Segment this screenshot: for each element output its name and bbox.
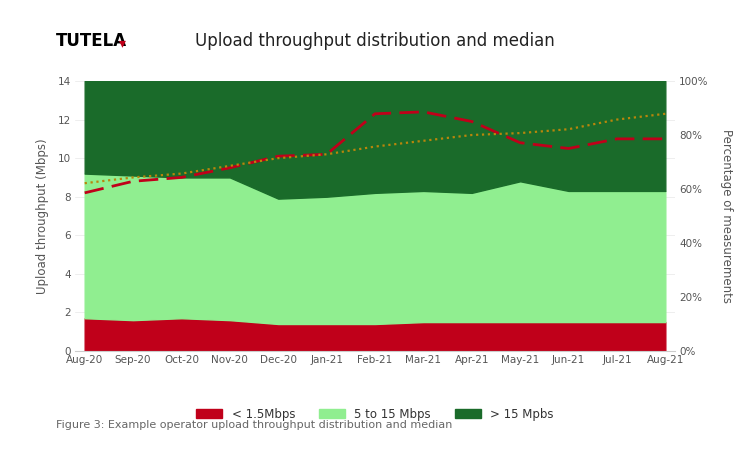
Legend: < 1.5Mbps, 5 to 15 Mbps, > 15 Mpbs: < 1.5Mbps, 5 to 15 Mbps, > 15 Mpbs xyxy=(192,403,558,425)
Y-axis label: Upload throughput (Mbps): Upload throughput (Mbps) xyxy=(36,138,50,294)
Text: ▾: ▾ xyxy=(118,36,125,50)
Y-axis label: Percentage of measurements: Percentage of measurements xyxy=(720,129,733,303)
Text: Figure 3: Example operator upload throughput distribution and median: Figure 3: Example operator upload throug… xyxy=(56,420,452,430)
Text: TUTELA: TUTELA xyxy=(56,32,128,50)
Text: Upload throughput distribution and median: Upload throughput distribution and media… xyxy=(195,32,555,50)
